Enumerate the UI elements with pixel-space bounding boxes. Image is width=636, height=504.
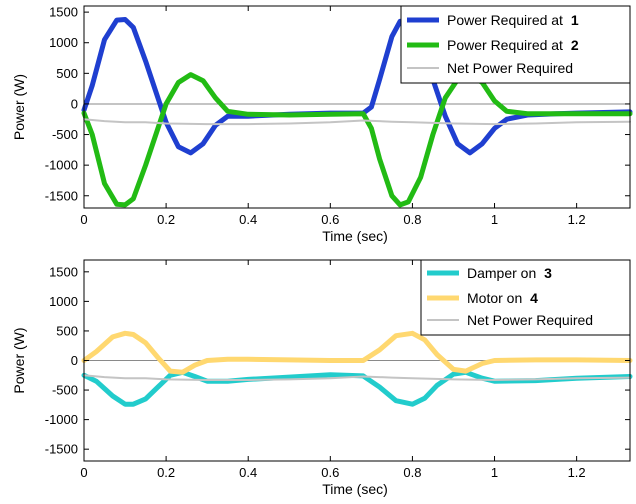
x-tick-label: 0.4 bbox=[239, 212, 257, 227]
x-tick-label: 0.2 bbox=[157, 465, 175, 480]
chart-panel-2: 0 0.2 0.4 0.6 0.8 1 1.2 -1500 -1000 -500 0 500 1000 1… bbox=[11, 259, 633, 497]
x-axis-label: Time (sec) bbox=[322, 481, 388, 497]
x-tick-label: 1 bbox=[491, 465, 498, 480]
legend-label-1: Damper on 3 bbox=[467, 265, 552, 281]
series-line-2 bbox=[81, 72, 633, 208]
x-tick-label: 1.2 bbox=[568, 465, 586, 480]
x-tick-label: 1.2 bbox=[568, 212, 586, 227]
legend-label-2: Power Required at 2 bbox=[447, 37, 579, 53]
y-tick-label: -500 bbox=[52, 383, 78, 398]
chart-panel-1: 0 0.2 0.4 0.6 0.8 1 1.2 -1500 -1000 -500 0 500 1000 1… bbox=[11, 5, 633, 244]
x-tick-label: 0.8 bbox=[403, 465, 421, 480]
x-tick-label: 0 bbox=[80, 212, 87, 227]
legend-label-1: Power Required at 1 bbox=[447, 12, 579, 28]
y-tick-label: -1000 bbox=[45, 412, 78, 427]
x-tick-label: 0.8 bbox=[403, 212, 421, 227]
x-tick-label: 0.4 bbox=[239, 465, 257, 480]
series-line-3 bbox=[83, 118, 631, 126]
y-tick-label: 0 bbox=[71, 353, 78, 368]
legend-box bbox=[400, 5, 631, 84]
y-tick-label: 500 bbox=[56, 66, 78, 81]
x-tick-label: 0.2 bbox=[157, 212, 175, 227]
legend: Damper on 3 Motor on 4 Net Power Required bbox=[420, 259, 631, 336]
y-tick-label: -1500 bbox=[45, 188, 78, 203]
x-axis-label: Time (sec) bbox=[322, 228, 388, 244]
legend-label-2: Motor on 4 bbox=[467, 290, 538, 306]
legend-label-3: Net Power Required bbox=[447, 60, 573, 76]
y-tick-label: 1000 bbox=[49, 294, 78, 309]
y-tick-label: -1500 bbox=[45, 442, 78, 457]
x-tick-label: 0.6 bbox=[321, 465, 339, 480]
y-tick-label: -1000 bbox=[45, 158, 78, 173]
x-tick-label: 0.6 bbox=[321, 212, 339, 227]
y-axis-label: Power (W) bbox=[11, 327, 27, 393]
y-tick-label: 0 bbox=[71, 96, 78, 111]
x-tick-label: 1 bbox=[491, 212, 498, 227]
legend: Power Required at 1 Power Required at 2 Ne… bbox=[400, 5, 631, 84]
x-tick-label: 0 bbox=[80, 465, 87, 480]
y-axis-label: Power (W) bbox=[11, 74, 27, 140]
y-tick-label: 500 bbox=[56, 323, 78, 338]
y-tick-label: 1500 bbox=[49, 264, 78, 279]
legend-label-3: Net Power Required bbox=[467, 312, 593, 328]
y-tick-label: 1500 bbox=[49, 5, 78, 20]
series-line-1 bbox=[81, 369, 633, 407]
plot-frame bbox=[83, 5, 631, 209]
y-tick-label: -500 bbox=[52, 127, 78, 142]
series-line-2 bbox=[81, 330, 633, 375]
y-tick-label: 1000 bbox=[49, 35, 78, 50]
series-line-3 bbox=[83, 374, 631, 381]
